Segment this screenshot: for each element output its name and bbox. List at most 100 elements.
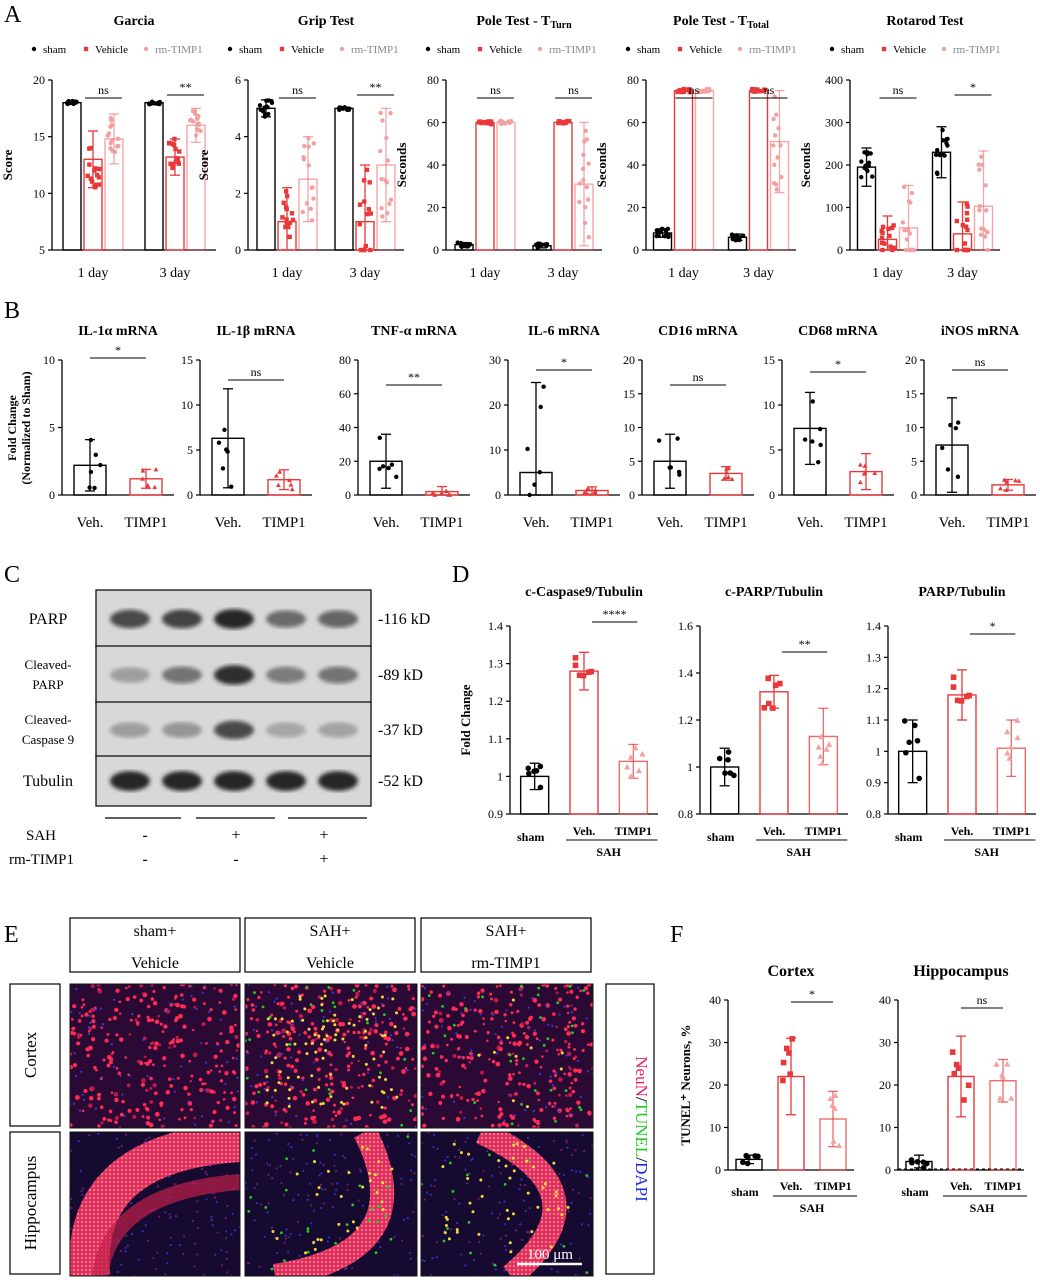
colocalized-cell <box>479 1178 483 1182</box>
bar <box>748 89 769 251</box>
significance-label: ** <box>370 80 382 94</box>
dapi-nucleus <box>158 1215 161 1218</box>
nucleus <box>265 1030 270 1034</box>
bar <box>186 124 206 251</box>
nucleus <box>476 991 481 996</box>
data-point <box>905 227 911 233</box>
nucleus <box>539 1065 543 1069</box>
data-point <box>879 240 885 245</box>
nucleus <box>466 1098 470 1102</box>
colocalized-cell <box>381 1181 385 1185</box>
nucleus <box>434 1024 439 1029</box>
colocalized-cell <box>319 1238 323 1242</box>
dapi-nucleus <box>250 1146 253 1149</box>
data-point <box>998 485 1003 491</box>
nucleus <box>110 1091 114 1094</box>
dapi-nucleus <box>435 1256 438 1259</box>
data-point <box>284 193 290 199</box>
dapi-nucleus <box>195 1007 198 1010</box>
colocalized-cell <box>556 1207 560 1211</box>
dapi-nucleus <box>463 1116 466 1120</box>
blot-row: Cleaved-Caspase 9-37 kD <box>22 701 423 759</box>
data-point <box>901 718 908 724</box>
nucleus <box>461 1013 465 1018</box>
tunel-cell <box>451 1190 455 1193</box>
x-category-label: Veh. <box>951 824 974 838</box>
tunel-cell <box>345 1223 349 1227</box>
dapi-nucleus <box>532 1110 535 1113</box>
colocalized-cell <box>466 1176 470 1180</box>
colocalized-cell <box>391 997 395 1001</box>
data-point <box>580 166 586 171</box>
dapi-nucleus <box>322 1015 325 1019</box>
data-point <box>287 477 292 483</box>
colocalized-cell <box>347 1021 351 1025</box>
nucleus <box>574 1123 580 1128</box>
data-point <box>275 482 281 487</box>
data-point <box>477 46 483 52</box>
y-tick-label: 0 <box>837 243 843 257</box>
tunel-cell <box>333 1005 337 1009</box>
nucleus <box>497 1114 502 1119</box>
dapi-nucleus <box>219 1018 222 1021</box>
data-point <box>934 147 940 153</box>
data-point <box>859 175 864 180</box>
nucleus <box>426 1073 431 1078</box>
nucleus <box>373 1029 379 1034</box>
colocalized-cell <box>377 1160 381 1164</box>
tunel-cell <box>245 1076 249 1080</box>
data-point <box>280 215 285 220</box>
bar <box>334 107 354 251</box>
data-point <box>662 234 668 239</box>
data-point <box>815 744 822 750</box>
data-point <box>109 138 115 143</box>
nucleus <box>223 1091 226 1094</box>
significance-label: * <box>809 987 815 1001</box>
data-point <box>149 101 154 106</box>
nucleus <box>286 1063 291 1068</box>
dapi-nucleus <box>477 1197 480 1200</box>
data-point <box>380 464 386 469</box>
data-point <box>890 247 895 253</box>
chart-title: IL-1α mRNA <box>78 324 159 339</box>
nucleus <box>345 1053 350 1058</box>
nucleus <box>355 992 360 997</box>
dapi-nucleus <box>331 991 334 994</box>
colocalized-cell <box>455 1230 459 1234</box>
dapi-nucleus <box>346 1169 349 1172</box>
data-point <box>889 225 895 231</box>
data-point <box>635 767 643 774</box>
data-point <box>87 146 92 151</box>
dapi-nucleus <box>78 1011 81 1015</box>
pyramidal-layer-inner <box>92 1174 240 1276</box>
dapi-nucleus <box>456 1221 459 1225</box>
dapi-nucleus <box>424 1043 427 1047</box>
tunel-cell <box>409 1109 413 1113</box>
data-point <box>88 437 94 443</box>
tunel-cell <box>264 1206 268 1209</box>
nucleus <box>493 997 499 1003</box>
dapi-nucleus <box>276 1251 279 1254</box>
dapi-nucleus <box>421 1095 424 1099</box>
data-point <box>194 126 200 132</box>
nucleus <box>213 987 216 990</box>
data-point <box>832 1092 839 1098</box>
dapi-nucleus <box>287 1235 290 1239</box>
colocalized-cell <box>378 1075 382 1079</box>
nucleus <box>476 995 481 999</box>
nucleus <box>555 1025 558 1029</box>
data-point <box>488 119 494 124</box>
data-point <box>287 234 292 240</box>
dapi-nucleus <box>454 1139 457 1143</box>
colocalized-cell <box>554 1194 558 1198</box>
data-point <box>377 435 382 441</box>
nucleus <box>221 1010 227 1015</box>
nucleus <box>357 1030 361 1035</box>
dapi-nucleus <box>558 1013 561 1016</box>
legend-label: rm-TIMP1 <box>351 44 399 56</box>
colocalized-cell <box>390 1167 394 1171</box>
data-point <box>535 245 540 251</box>
nucleus <box>495 985 499 988</box>
nucleus <box>459 1022 463 1026</box>
